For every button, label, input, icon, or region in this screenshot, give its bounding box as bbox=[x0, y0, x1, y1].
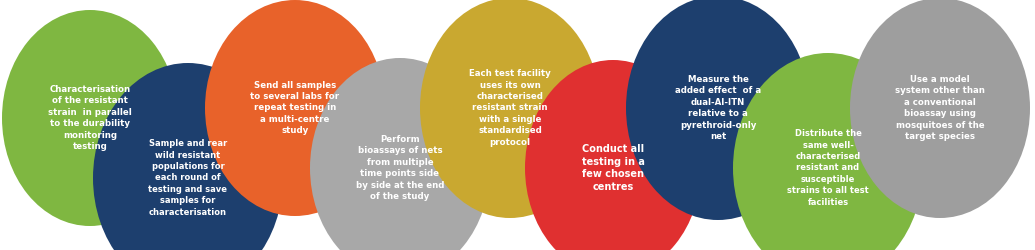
Ellipse shape bbox=[93, 63, 283, 250]
Text: Conduct all
testing in a
few chosen
centres: Conduct all testing in a few chosen cent… bbox=[582, 144, 645, 192]
Ellipse shape bbox=[850, 0, 1030, 218]
Ellipse shape bbox=[2, 10, 178, 226]
Text: Use a model
system other than
a conventional
bioassay using
mosquitoes of the
ta: Use a model system other than a conventi… bbox=[895, 75, 985, 141]
Text: Characterisation
of the resistant
strain  in parallel
to the durability
monitori: Characterisation of the resistant strain… bbox=[48, 85, 131, 151]
Ellipse shape bbox=[733, 53, 923, 250]
Text: Sample and rear
wild resistant
populations for
each round of
testing and save
sa: Sample and rear wild resistant populatio… bbox=[148, 139, 228, 217]
Text: Distribute the
same well-
characterised
resistant and
susceptible
strains to all: Distribute the same well- characterised … bbox=[788, 129, 868, 207]
Ellipse shape bbox=[205, 0, 385, 216]
Text: Each test facility
uses its own
characterised
resistant strain
with a single
sta: Each test facility uses its own characte… bbox=[469, 69, 551, 147]
Ellipse shape bbox=[525, 60, 701, 250]
Text: Send all samples
to several labs for
repeat testing in
a multi-centre
study: Send all samples to several labs for rep… bbox=[250, 80, 339, 136]
Text: Perform
bioassays of nets
from multiple
time points side
by side at the end
of t: Perform bioassays of nets from multiple … bbox=[356, 135, 444, 201]
Ellipse shape bbox=[626, 0, 810, 220]
Text: Measure the
added effect  of a
dual-AI-ITN
relative to a
pyrethroid-only
net: Measure the added effect of a dual-AI-IT… bbox=[675, 75, 761, 141]
Ellipse shape bbox=[420, 0, 600, 218]
Ellipse shape bbox=[310, 58, 490, 250]
